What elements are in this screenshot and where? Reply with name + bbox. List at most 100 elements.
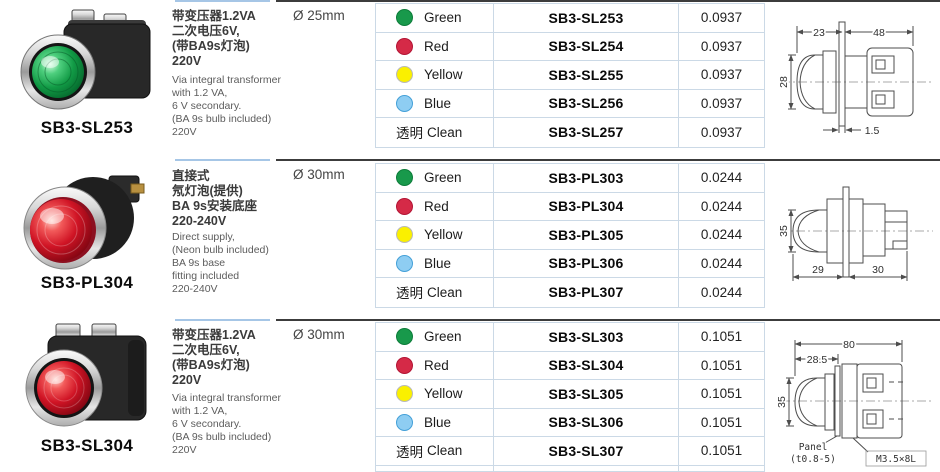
table-row: Yellow SB3-PL305 0.0244 [376, 221, 764, 250]
color-name-cn: 透明 [396, 444, 423, 460]
svg-text:28: 28 [778, 76, 790, 88]
weight-cell: 0.0244 [700, 170, 743, 186]
weight-cell: 0.0244 [700, 284, 743, 300]
variants-table: Green SB3-PL303 0.0244 Red SB3-PL304 0.0… [375, 163, 765, 308]
color-cell: 透明 Clean [376, 118, 494, 147]
color-cell: Green [376, 323, 494, 351]
color-cell: 透明 Clean [376, 437, 494, 465]
color-name-cn: 透明 [396, 286, 423, 302]
color-cell: Red [376, 192, 494, 220]
color-swatch [396, 37, 413, 55]
model-cell: SB3-SL307 [494, 437, 679, 465]
color-cell: 透明 Clean [376, 278, 494, 307]
separator-blue [175, 0, 270, 2]
color-swatch [396, 254, 413, 272]
separator-blue [175, 319, 270, 321]
model-cell: SB3-SL256 [494, 89, 679, 117]
weight-cell: 0.0937 [700, 67, 743, 83]
table-row: Blue SB3-SL306 0.1051 [376, 408, 764, 437]
product-model-label: SB3-SL253 [40, 118, 134, 137]
color-name: Red [424, 38, 449, 54]
model-cell: SB3-SL303 [494, 323, 679, 351]
color-swatch [396, 66, 413, 84]
table-row: 透明 Clean SB3-SL257 0.0937 [376, 118, 764, 147]
variants-table: Green SB3-SL253 0.0937 Red SB3-SL254 0.0… [375, 3, 765, 148]
product-model-label: SB3-PL304 [40, 273, 134, 292]
svg-text:M3.5×8L: M3.5×8L [876, 454, 916, 465]
description-chinese: 直接式 氖灯泡(提供) BA 9s安装底座 220-240V [172, 169, 257, 228]
svg-text:35: 35 [776, 396, 788, 408]
variants-table: Green SB3-SL303 0.1051 Red SB3-SL304 0.1… [375, 322, 765, 472]
weight-cell: 0.1051 [700, 414, 743, 430]
product-photo-red-lamp-horizontal [23, 175, 145, 270]
color-cell: Blue [376, 408, 494, 436]
color-name: Red [424, 198, 449, 214]
svg-text:1.5: 1.5 [865, 125, 880, 137]
table-row: 透明 Clean SB3-PL307 0.0244 [376, 278, 764, 307]
table-row: Green SB3-PL303 0.0244 [376, 164, 764, 193]
weight-cell: 0.0244 [700, 255, 743, 271]
dimension-drawing: 23 48 28 1.5 [776, 21, 933, 138]
model-cell: SB3-SL305 [494, 380, 679, 408]
model-cell: SB3-PL303 [494, 164, 679, 192]
color-cell: Blue [376, 249, 494, 277]
svg-text:80: 80 [843, 339, 855, 351]
weight-cell: 0.0244 [700, 198, 743, 214]
svg-text:Panel: Panel [799, 442, 828, 453]
color-cell: Yellow [376, 221, 494, 249]
color-swatch [396, 197, 413, 215]
separator-blue [175, 159, 270, 161]
color-cell: Red [376, 32, 494, 60]
table-row: Blue SB3-SL256 0.0937 [376, 89, 764, 118]
weight-cell: 0.0244 [700, 227, 743, 243]
color-name: Clean [427, 284, 463, 300]
color-name: Yellow [424, 386, 463, 402]
svg-text:48: 48 [873, 27, 885, 39]
product-photo-red-lamp [25, 323, 147, 427]
color-name: Blue [424, 255, 452, 271]
table-row: Red SB3-PL304 0.0244 [376, 192, 764, 221]
svg-text:28.5: 28.5 [807, 354, 828, 366]
description-chinese: 带变压器1.2VA 二次电压6V, (带BA9s灯泡) 220V [172, 328, 256, 387]
diameter-spec: Ø 30mm [293, 167, 345, 182]
weight-cell: 0.0937 [700, 10, 743, 26]
description-chinese: 带变压器1.2VA 二次电压6V, (带BA9s灯泡) 220V [172, 9, 256, 68]
color-cell: Yellow [376, 380, 494, 408]
svg-text:29: 29 [812, 264, 824, 276]
color-cell: Green [376, 164, 494, 192]
dimension-drawing: 80 28.5 35 Panel (t0.8-5) M3.5×8L [774, 337, 933, 467]
color-cell: Red [376, 351, 494, 379]
weight-cell [679, 466, 764, 471]
color-cell: Blue [376, 89, 494, 117]
table-row: Red SB3-SL304 0.1051 [376, 351, 764, 380]
color-swatch [396, 169, 413, 187]
color-swatch [396, 226, 413, 244]
color-cell [376, 465, 494, 471]
separator-dark [276, 0, 940, 2]
color-name: Blue [424, 95, 452, 111]
description-english: Via integral transformer with 1.2 VA, 6 … [172, 74, 281, 138]
model-cell: SB3-SL254 [494, 32, 679, 60]
model-cell: SB3-SL304 [494, 351, 679, 379]
product-row-pl304: SB3-PL304 直接式 氖灯泡(提供) BA 9s安装底座 220-240V… [0, 159, 940, 319]
color-name: Yellow [424, 227, 463, 243]
model-cell: SB3-SL257 [494, 118, 679, 147]
separator-dark [276, 159, 940, 161]
diameter-spec: Ø 25mm [293, 8, 345, 23]
color-swatch [396, 94, 413, 112]
weight-cell: 0.1051 [700, 443, 743, 459]
model-cell: SB3-PL304 [494, 192, 679, 220]
product-photo-green-lamp [20, 9, 151, 110]
model-cell: SB3-PL306 [494, 249, 679, 277]
product-row-sl304: SB3-SL304 带变压器1.2VA 二次电压6V, (带BA9s灯泡) 22… [0, 319, 940, 472]
color-name: Green [424, 170, 462, 186]
description-english: Via integral transformer with 1.2 VA, 6 … [172, 392, 281, 456]
table-row: Yellow SB3-SL305 0.1051 [376, 380, 764, 409]
svg-text:(t0.8-5): (t0.8-5) [790, 454, 836, 465]
model-cell: SB3-SL306 [494, 408, 679, 436]
table-row-partial [376, 465, 764, 471]
diameter-spec: Ø 30mm [293, 327, 345, 342]
model-cell: SB3-PL305 [494, 221, 679, 249]
weight-cell: 0.1051 [700, 357, 743, 373]
model-cell: SB3-PL307 [494, 278, 679, 307]
